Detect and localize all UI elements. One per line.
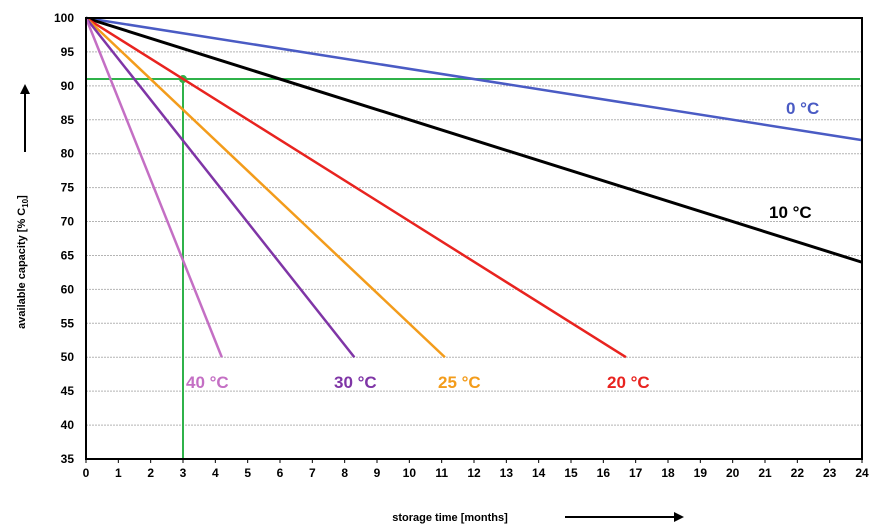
series-label: 20 °C — [607, 373, 650, 392]
y-axis-title-suffix: ] — [16, 195, 28, 199]
gridlines — [86, 51, 862, 426]
y-axis-title-prefix: available capacity [% C — [16, 208, 28, 329]
series-labels: 0 °C 10 °C 20 °C 25 °C 30 °C 40 °C — [186, 99, 819, 392]
x-tick-label: 11 — [435, 466, 448, 480]
x-tick-label: 21 — [758, 466, 772, 480]
y-tick-label: 35 — [61, 452, 75, 466]
y-axis-title: available capacity [% C10] — [16, 195, 30, 329]
x-tick-label: 3 — [180, 466, 187, 480]
x-tick-label: 6 — [277, 466, 284, 480]
x-tick-label: 4 — [212, 466, 219, 480]
y-tick-label: 55 — [61, 316, 75, 330]
series-line — [85, 16, 863, 142]
y-axis-title-subscript: 10 — [21, 198, 30, 207]
series-line — [85, 17, 356, 359]
series-label: 0 °C — [786, 99, 819, 118]
series-label: 10 °C — [769, 203, 812, 222]
x-tick-label: 8 — [341, 466, 348, 480]
x-tick-label: 0 — [83, 466, 90, 480]
y-tick-label: 100 — [54, 11, 74, 25]
y-tick-label: 95 — [61, 45, 75, 59]
x-tick-label: 2 — [147, 466, 154, 480]
x-tick-label: 22 — [791, 466, 805, 480]
plot-frame — [85, 17, 863, 460]
y-tick-label: 90 — [61, 79, 75, 93]
y-tick-label: 60 — [61, 282, 75, 296]
x-tick-label: 24 — [855, 466, 869, 480]
x-tick-label: 9 — [374, 466, 381, 480]
reference-lines — [86, 75, 860, 459]
series-label: 40 °C — [186, 373, 229, 392]
x-tick-label: 14 — [532, 466, 546, 480]
x-tick-label: 20 — [726, 466, 740, 480]
y-tick-label: 80 — [61, 147, 75, 161]
x-tick-label: 23 — [823, 466, 837, 480]
y-tick-label: 85 — [61, 113, 75, 127]
x-tick-label: 13 — [500, 466, 514, 480]
y-tick-label: 40 — [61, 418, 75, 432]
x-tick-label: 17 — [629, 466, 643, 480]
x-axis-arrow-icon — [565, 512, 684, 522]
y-axis-arrow-icon — [20, 84, 30, 152]
x-tick-label: 12 — [467, 466, 481, 480]
series-line — [85, 16, 627, 359]
y-tick-labels: 35 40 45 50 55 60 65 70 75 80 85 90 95 100 — [54, 11, 74, 466]
x-tick-label: 5 — [244, 466, 251, 480]
y-tick-label: 50 — [61, 350, 75, 364]
series-line — [85, 17, 446, 359]
x-tick-label: 10 — [403, 466, 417, 480]
x-tick-label: 18 — [661, 466, 675, 480]
series-line — [84, 17, 223, 358]
x-tick-label: 7 — [309, 466, 316, 480]
y-tick-label: 70 — [61, 215, 75, 229]
series-label: 25 °C — [438, 373, 481, 392]
x-tick-label: 1 — [115, 466, 122, 480]
y-tick-label: 75 — [61, 181, 75, 195]
x-tick-labels: 0 1 2 3 4 5 6 7 8 9 10 11 12 13 14 15 16 17 18 19 20 21 22 23 24 — [83, 459, 869, 480]
series-line — [85, 16, 863, 264]
y-tick-label: 65 — [61, 248, 75, 262]
series-lines — [84, 16, 863, 359]
y-tick-label: 45 — [61, 384, 75, 398]
series-label: 30 °C — [334, 373, 377, 392]
x-tick-label: 16 — [597, 466, 611, 480]
x-tick-label: 15 — [564, 466, 578, 480]
x-axis-title: storage time [months] — [392, 512, 508, 524]
x-tick-label: 19 — [694, 466, 708, 480]
